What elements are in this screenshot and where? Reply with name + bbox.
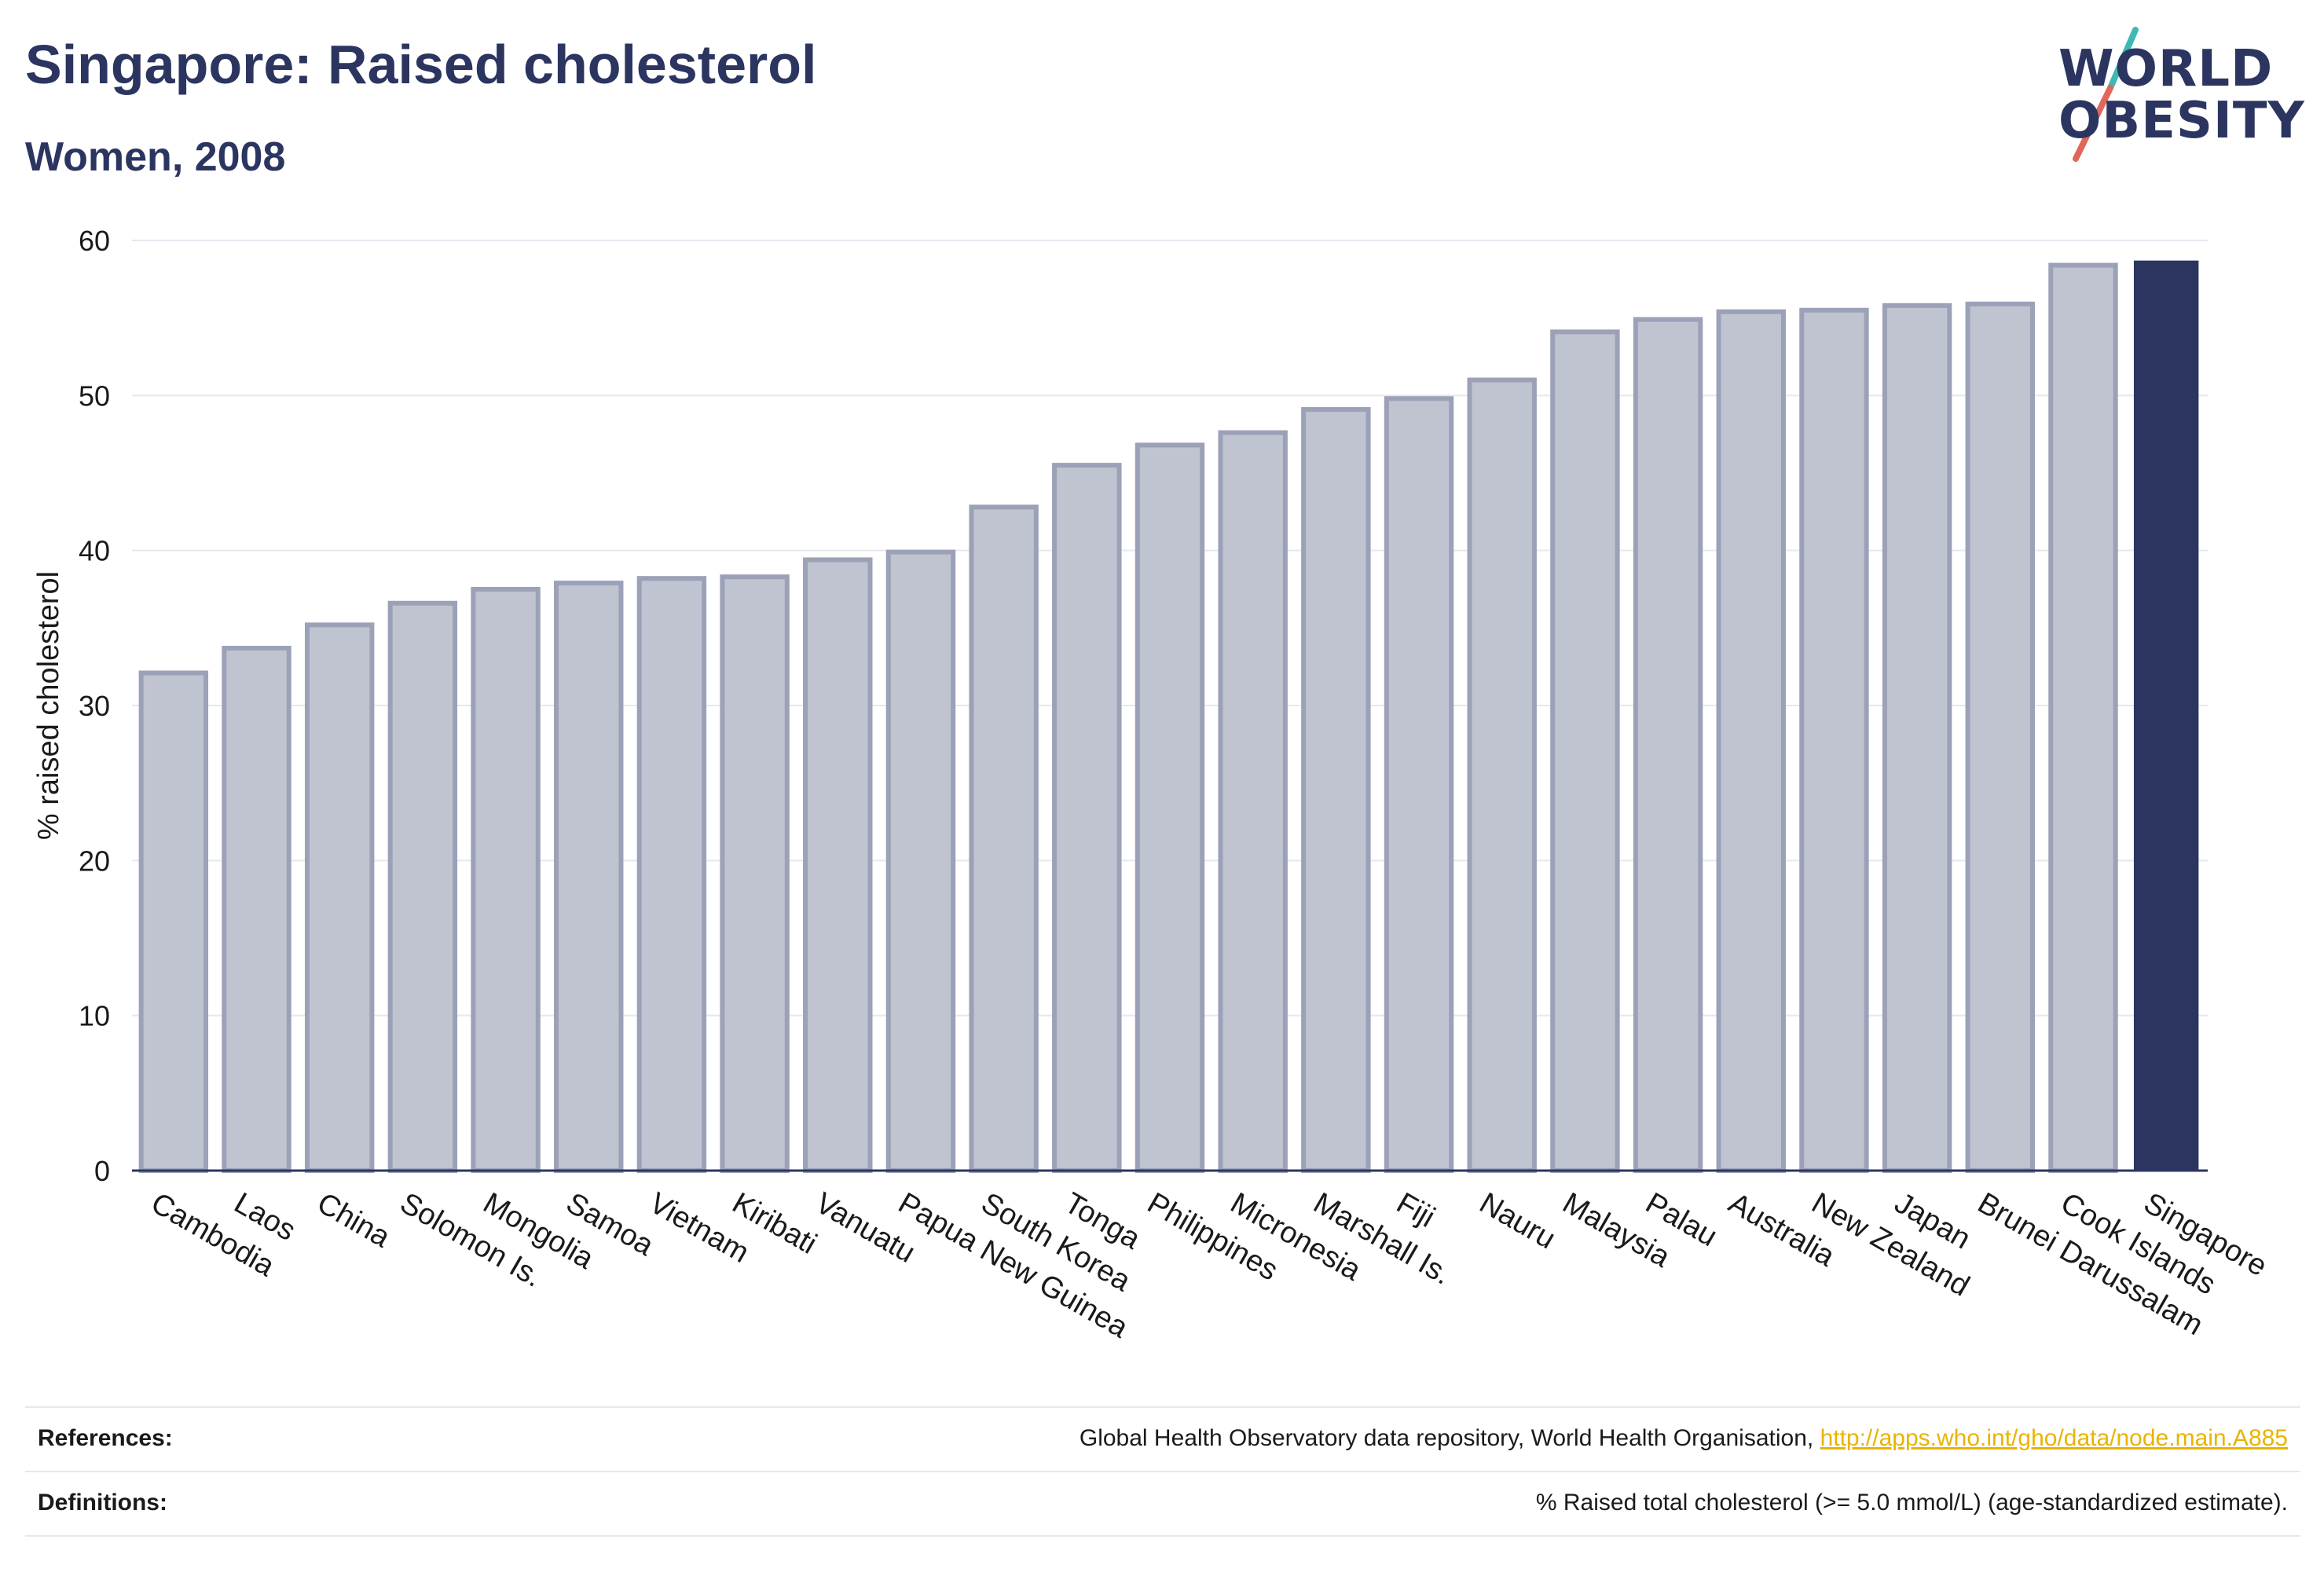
bar bbox=[222, 645, 291, 1173]
references-value: Global Health Observatory data repositor… bbox=[1080, 1425, 2288, 1452]
bar bbox=[1301, 407, 1371, 1173]
y-axis-label: % raised cholesterol bbox=[32, 571, 65, 840]
bar bbox=[2048, 262, 2118, 1173]
logo-line-2: OBESITY bbox=[2058, 92, 2305, 150]
bar bbox=[1467, 377, 1537, 1174]
bar bbox=[1965, 301, 2036, 1174]
bar bbox=[304, 622, 375, 1173]
logo-slash-icon bbox=[2073, 27, 2139, 162]
logo-line-1: WORLD bbox=[2058, 40, 2274, 98]
definitions-label: Definitions: bbox=[38, 1490, 167, 1516]
references-link[interactable]: http://apps.who.int/gho/data/node.main.A… bbox=[1820, 1425, 2288, 1451]
bar bbox=[1882, 302, 1952, 1173]
y-tick-label: 50 bbox=[79, 379, 110, 412]
bar bbox=[387, 600, 458, 1173]
bar bbox=[1799, 307, 1869, 1173]
footer-divider bbox=[25, 1535, 2300, 1537]
x-tick-label: China bbox=[311, 1186, 396, 1254]
bar bbox=[885, 549, 956, 1173]
bar bbox=[803, 557, 873, 1173]
references-text: Global Health Observatory data repositor… bbox=[1079, 1425, 1814, 1451]
bar bbox=[554, 581, 624, 1173]
x-tick-label: Nauru bbox=[1474, 1186, 1561, 1255]
bar-highlight bbox=[2133, 260, 2199, 1171]
references-label: References: bbox=[38, 1425, 173, 1451]
bar bbox=[471, 587, 541, 1173]
x-tick-label: Fiji bbox=[1391, 1186, 1440, 1234]
y-tick-label: 0 bbox=[94, 1155, 110, 1187]
bar bbox=[1384, 396, 1454, 1173]
chart-title: Singapore: Raised cholesterol bbox=[25, 34, 817, 95]
world-obesity-logo: WORLD OBESITY bbox=[2043, 24, 2305, 173]
bar bbox=[1135, 442, 1205, 1174]
chart-subtitle: Women, 2008 bbox=[25, 134, 286, 180]
bar bbox=[1550, 329, 1620, 1174]
bar bbox=[720, 574, 790, 1174]
bar bbox=[1633, 317, 1703, 1173]
bar bbox=[969, 504, 1039, 1173]
bars-layer bbox=[138, 260, 2199, 1174]
y-tick-label: 40 bbox=[79, 535, 110, 567]
y-tick-label: 30 bbox=[79, 690, 110, 722]
references-row: References: Global Health Observatory da… bbox=[25, 1406, 2300, 1472]
definitions-text: % Raised total cholesterol (>= 5.0 mmol/… bbox=[1535, 1490, 2288, 1516]
bar bbox=[636, 576, 707, 1174]
y-tick-labels: 0 10 20 30 40 50 60 bbox=[79, 225, 110, 1187]
definitions-row: Definitions: % Raised total cholesterol … bbox=[25, 1471, 2300, 1537]
y-tick-label: 10 bbox=[79, 1000, 110, 1032]
bar bbox=[138, 670, 209, 1173]
y-tick-label: 20 bbox=[79, 845, 110, 877]
bar bbox=[1052, 463, 1122, 1173]
bar bbox=[1218, 430, 1288, 1173]
bar bbox=[1716, 309, 1786, 1174]
y-tick-label: 60 bbox=[79, 225, 110, 257]
